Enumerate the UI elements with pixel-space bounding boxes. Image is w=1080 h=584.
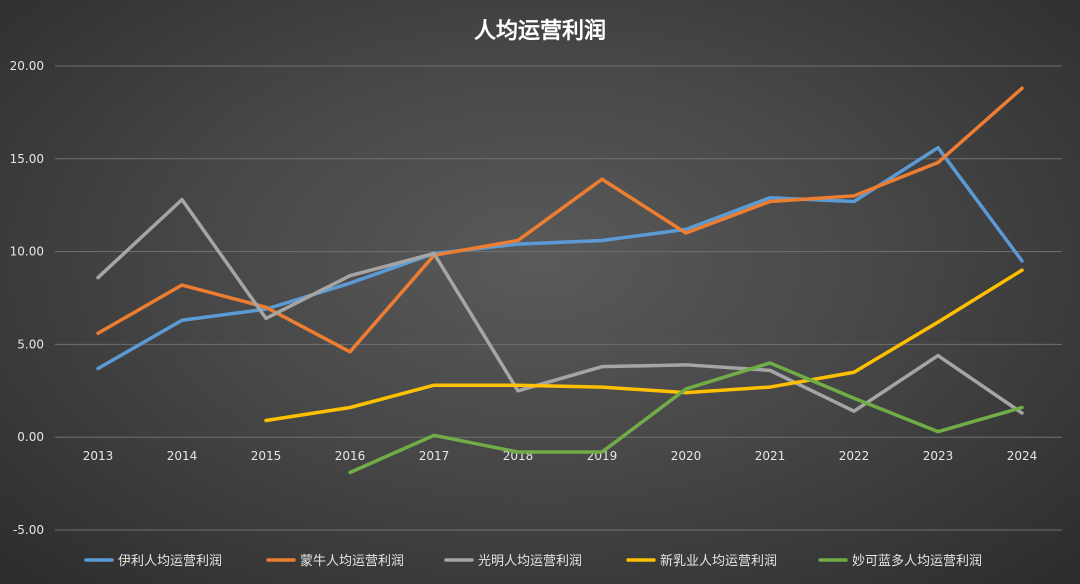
legend-label: 新乳业人均运营利润: [660, 553, 777, 569]
y-tick-label: 5.00: [17, 337, 44, 351]
series-line-1: [96, 145, 1024, 371]
x-tick-label: 2021: [755, 449, 786, 463]
legend: 伊利人均运营利润 蒙牛人均运营利润 光明人均运营利润 新乳业人均运营利润 妙可蓝多人均运…: [84, 553, 982, 569]
series-line-2: [96, 86, 1024, 354]
legend-item: 伊利人均运营利润: [84, 554, 222, 569]
legend-label: 伊利人均运营利润: [118, 554, 222, 569]
x-tick-label: 2024: [1007, 449, 1038, 463]
legend-item: 新乳业人均运营利润: [626, 553, 777, 569]
gridlines: [55, 65, 1062, 531]
y-tick-label: 20.00: [10, 59, 44, 73]
x-tick-label: 2013: [83, 449, 114, 463]
series-line-4: [264, 268, 1024, 423]
series-lines: [96, 86, 1024, 475]
legend-item: 蒙牛人均运营利润: [266, 554, 404, 569]
legend-item: 光明人均运营利润: [444, 554, 582, 569]
legend-label: 蒙牛人均运营利润: [300, 554, 404, 569]
x-tick-label: 2014: [167, 449, 198, 463]
chart-title: 人均运营利润: [474, 18, 606, 44]
x-tick-label: 2016: [335, 449, 366, 463]
x-axis-ticks: 2013 2014 2015 2016 2017 2018 2019 2020 2021 2022…: [83, 449, 1038, 463]
legend-label: 光明人均运营利润: [478, 554, 582, 569]
y-tick-label: -5.00: [13, 523, 44, 537]
y-axis-ticks: -5.00 0.00 5.00 10.00 15.00 20.00: [10, 59, 44, 537]
x-tick-label: 2015: [251, 449, 282, 463]
x-tick-label: 2020: [671, 449, 702, 463]
y-tick-label: 15.00: [10, 152, 44, 166]
series-line-3: [96, 197, 1024, 415]
y-tick-label: 0.00: [17, 430, 44, 444]
x-tick-label: 2023: [923, 449, 954, 463]
y-tick-label: 10.00: [10, 245, 44, 259]
series-line-5: [348, 361, 1024, 475]
legend-label: 妙可蓝多人均运营利润: [852, 553, 982, 569]
x-tick-label: 2022: [839, 449, 870, 463]
x-tick-label: 2017: [419, 449, 450, 463]
legend-item: 妙可蓝多人均运营利润: [818, 553, 982, 569]
